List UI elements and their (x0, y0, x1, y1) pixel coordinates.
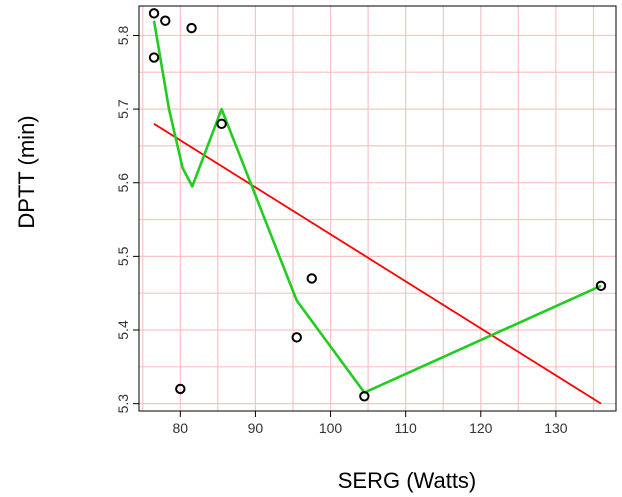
data-points (148, 8, 607, 402)
x-axis-title: SERG (Watts) (338, 468, 477, 493)
x-tick-label: 90 (248, 420, 264, 436)
data-point (306, 273, 317, 284)
x-tick-label: 80 (173, 420, 189, 436)
x-tick-label: 110 (395, 420, 418, 436)
data-point (216, 118, 227, 130)
y-axis-ticks: 5.3 5.4 5.5 5.6 5.7 5.8 (115, 26, 139, 414)
y-tick-label: 5.5 (115, 246, 131, 266)
data-point (291, 332, 302, 343)
y-tick-label: 5.8 (115, 26, 131, 46)
data-point (186, 22, 197, 34)
y-tick-label: 5.3 (115, 394, 131, 414)
data-point (148, 52, 160, 63)
x-axis-ticks: 80 90 100 110 120 130 (173, 411, 568, 436)
plot-frame (138, 5, 617, 412)
y-tick-label: 5.6 (115, 173, 131, 193)
x-tick-label: 130 (544, 420, 568, 436)
x-tick-label: 120 (469, 420, 493, 436)
y-axis-title: DPTT (min) (14, 115, 39, 228)
data-point (160, 15, 171, 26)
regression-line (153, 123, 602, 405)
data-point (175, 383, 186, 395)
series-lines (152, 20, 602, 405)
data-point (148, 8, 160, 19)
grid (139, 6, 616, 411)
x-tick-label: 100 (319, 420, 343, 436)
y-tick-label: 5.7 (115, 99, 131, 119)
data-point (595, 280, 607, 292)
data-point (359, 391, 370, 402)
smooth-line (152, 20, 602, 394)
y-tick-label: 5.4 (115, 320, 131, 340)
